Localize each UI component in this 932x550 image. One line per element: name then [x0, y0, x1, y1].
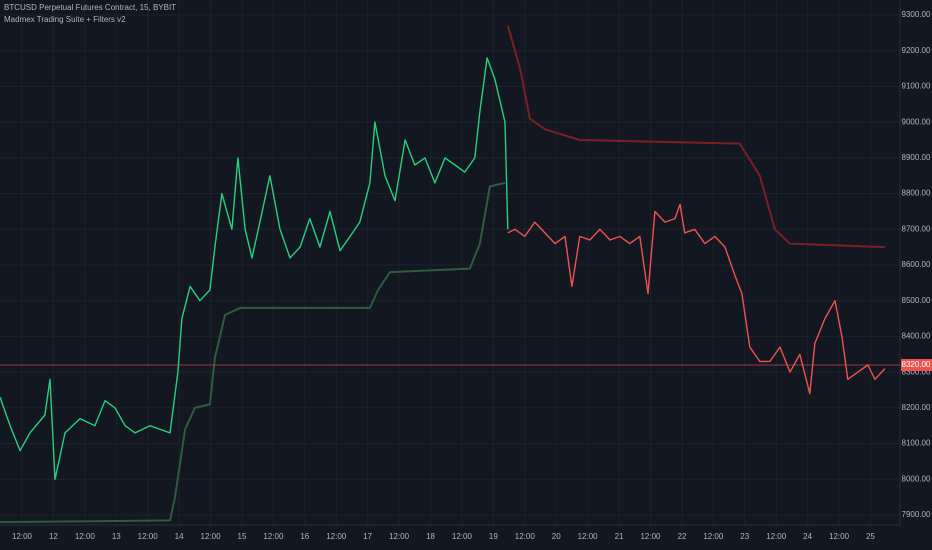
x-tick-label: 22: [677, 532, 686, 541]
x-tick-label: 17: [363, 532, 372, 541]
indicator-name: Madmex Trading Suite + Filters v2: [4, 15, 126, 24]
y-tick-label: 7900.00: [902, 510, 931, 519]
x-tick-label: 12:00: [452, 532, 473, 541]
x-tick-label: 14: [175, 532, 184, 541]
x-tick-label: 12:00: [263, 532, 284, 541]
series-line: [0, 181, 506, 524]
x-tick-label: 21: [615, 532, 624, 541]
x-tick-label: 12: [49, 532, 58, 541]
x-tick-label: 12:00: [201, 532, 222, 541]
y-tick-label: 8800.00: [902, 189, 931, 198]
x-tick-label: 15: [238, 532, 247, 541]
x-tick-label: 12:00: [389, 532, 410, 541]
y-tick-label: 9100.00: [902, 82, 931, 91]
x-tick-label: 12:00: [12, 532, 33, 541]
x-tick-label: 13: [112, 532, 121, 541]
y-tick-label: 8100.00: [902, 439, 931, 448]
x-tick-label: 19: [489, 532, 498, 541]
last-price-box: [901, 359, 932, 371]
series-line: [507, 203, 886, 395]
x-tick-label: 20: [552, 532, 561, 541]
y-tick-label: 9300.00: [902, 10, 931, 19]
x-tick-label: 25: [866, 532, 875, 541]
y-tick-label: 8700.00: [902, 224, 931, 233]
y-tick-label: 8000.00: [902, 474, 931, 483]
series-line: [0, 57, 509, 480]
x-tick-label: 24: [803, 532, 812, 541]
x-tick-label: 12:00: [515, 532, 536, 541]
x-tick-label: 12:00: [640, 532, 661, 541]
y-tick-label: 8900.00: [902, 153, 931, 162]
x-tick-label: 18: [426, 532, 435, 541]
y-tick-label: 9000.00: [902, 117, 931, 126]
y-tick-label: 8300.00: [902, 367, 931, 376]
x-tick-label: 12:00: [326, 532, 347, 541]
y-tick-label: 8600.00: [902, 260, 931, 269]
x-tick-label: 16: [300, 532, 309, 541]
x-tick-label: 12:00: [766, 532, 787, 541]
x-tick-label: 23: [740, 532, 749, 541]
series-line: [506, 25, 885, 249]
last-price-label: 8320.00: [902, 360, 931, 369]
x-tick-label: 12:00: [75, 532, 96, 541]
y-tick-label: 8500.00: [902, 296, 931, 305]
y-tick-label: 9200.00: [902, 46, 931, 55]
x-tick-label: 12:00: [703, 532, 724, 541]
y-tick-label: 8400.00: [902, 332, 931, 341]
chart-title: BTCUSD Perpetual Futures Contract, 15, B…: [4, 3, 176, 12]
y-tick-label: 8200.00: [902, 403, 931, 412]
x-tick-label: 12:00: [138, 532, 159, 541]
x-tick-label: 12:00: [578, 532, 599, 541]
x-tick-label: 12:00: [829, 532, 850, 541]
